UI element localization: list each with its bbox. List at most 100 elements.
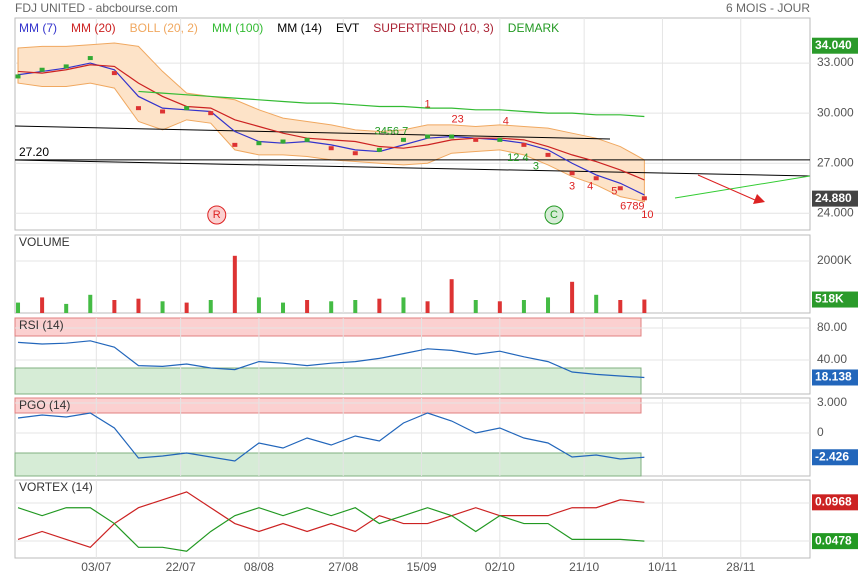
- demark-label: 12 4: [507, 152, 528, 164]
- candle: [135, 106, 141, 111]
- x-tick-label: 10/11: [648, 560, 677, 574]
- candle: [352, 151, 358, 156]
- volume-bar: [521, 300, 526, 313]
- last-value: 518K: [815, 292, 844, 306]
- page-title: FDJ UNITED - abcbourse.com: [15, 1, 178, 15]
- candle: [473, 137, 479, 142]
- demark-label: 10: [641, 209, 653, 221]
- last-value: 24.880: [815, 191, 852, 205]
- demark-label: 3456 7: [375, 125, 409, 137]
- volume-bar: [16, 302, 21, 313]
- volume-bar: [546, 297, 551, 313]
- last-value-box: [812, 190, 858, 207]
- candle: [63, 64, 69, 69]
- candle: [545, 152, 551, 157]
- y-tick-label: 0: [817, 425, 824, 439]
- candle: [617, 186, 623, 191]
- candle: [184, 106, 190, 111]
- volume-bar: [473, 300, 478, 313]
- x-tick-label: 28/11: [726, 560, 755, 574]
- signal-circle: [544, 205, 564, 225]
- level-label: 27.20: [19, 145, 49, 159]
- y-tick-label: 80.00: [817, 320, 847, 334]
- volume-bar: [425, 301, 430, 313]
- candle: [232, 142, 238, 147]
- x-tick-label: 22/07: [166, 560, 196, 574]
- demark-label: 3: [569, 181, 575, 193]
- candle: [449, 134, 455, 139]
- panel-title: PGO (14): [19, 398, 70, 412]
- overbought-zone: [14, 317, 642, 337]
- volume-bar: [208, 300, 213, 313]
- trend-line: [14, 125, 611, 140]
- bollinger-band: [17, 42, 645, 203]
- trend-line: [14, 159, 811, 177]
- panel-title: VOLUME: [19, 235, 70, 249]
- volume-bar: [281, 302, 286, 313]
- volume-bar: [256, 297, 261, 313]
- last-value-box: [812, 533, 858, 550]
- x-tick-label: 21/10: [569, 560, 599, 574]
- panel-title: RSI (14): [19, 318, 64, 332]
- volume-bar: [377, 298, 382, 313]
- candle: [15, 74, 21, 79]
- indicator-line: [17, 491, 645, 548]
- indicator-line: [17, 64, 645, 181]
- candle: [521, 142, 527, 147]
- y-tick-label: 33.000: [817, 55, 854, 69]
- candle: [497, 137, 503, 142]
- volume-bar: [353, 300, 358, 313]
- legend-entry: MM (20): [71, 21, 116, 35]
- demark-label: 4: [503, 115, 509, 127]
- candle: [304, 137, 310, 142]
- legend-entry: MM (7): [19, 21, 57, 35]
- panel: [14, 479, 811, 559]
- candle: [280, 139, 286, 144]
- top-value: 34.040: [815, 38, 852, 52]
- indicator-line: [17, 507, 645, 552]
- volume-bar: [618, 300, 623, 313]
- candle: [425, 134, 431, 139]
- x-tick-label: 08/08: [244, 560, 274, 574]
- candle: [593, 176, 599, 181]
- candle: [87, 56, 93, 61]
- candle: [111, 71, 117, 76]
- legend-entry: SUPERTREND (10, 3): [373, 21, 493, 35]
- volume-bar: [88, 294, 93, 313]
- last-value: -2.426: [815, 449, 849, 463]
- demark-label: C: [550, 209, 558, 221]
- volume-bar: [497, 301, 502, 313]
- last-value: 18.138: [815, 370, 852, 384]
- volume-bar: [449, 279, 454, 313]
- volume-bar: [64, 303, 69, 313]
- volume-bar: [112, 300, 117, 313]
- panel: [14, 234, 811, 314]
- volume-bar: [570, 281, 575, 313]
- last-value-box: [812, 449, 858, 466]
- demark-label: 4: [587, 181, 593, 193]
- candle: [208, 111, 214, 116]
- last-value: 0.0478: [815, 533, 852, 547]
- y-tick-label: 2000K: [817, 253, 852, 267]
- x-tick-label: 15/09: [407, 560, 437, 574]
- volume-bar: [401, 297, 406, 313]
- y-tick-label: 24.000: [817, 205, 854, 219]
- x-tick-label: 27/08: [328, 560, 358, 574]
- last-value-box: [812, 494, 858, 511]
- volume-bar: [136, 298, 141, 313]
- demark-label: 6789: [620, 201, 644, 213]
- volume-bar: [232, 255, 237, 313]
- last-value: 0.0968: [815, 495, 852, 509]
- demark-label: 1: [424, 99, 430, 111]
- oversold-zone: [14, 452, 642, 477]
- candle: [641, 196, 647, 201]
- volume-bar: [329, 301, 334, 313]
- y-tick-label: 3.000: [817, 395, 847, 409]
- candle: [328, 146, 334, 151]
- y-tick-label: 30.000: [817, 105, 854, 119]
- volume-bar: [184, 302, 189, 313]
- signal-circle: [207, 205, 227, 225]
- candle: [400, 137, 406, 142]
